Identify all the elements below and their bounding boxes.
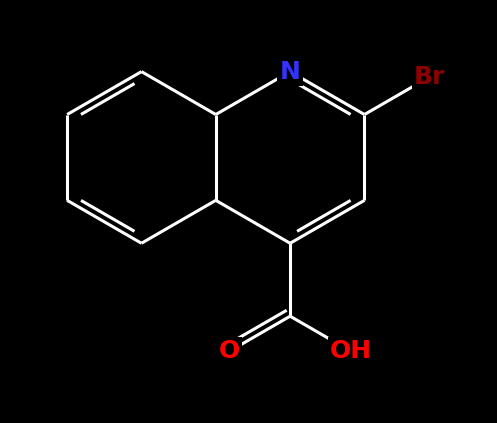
- Text: N: N: [280, 60, 301, 84]
- Text: O: O: [219, 339, 240, 363]
- Text: OH: OH: [330, 339, 372, 363]
- Text: Br: Br: [414, 65, 445, 89]
